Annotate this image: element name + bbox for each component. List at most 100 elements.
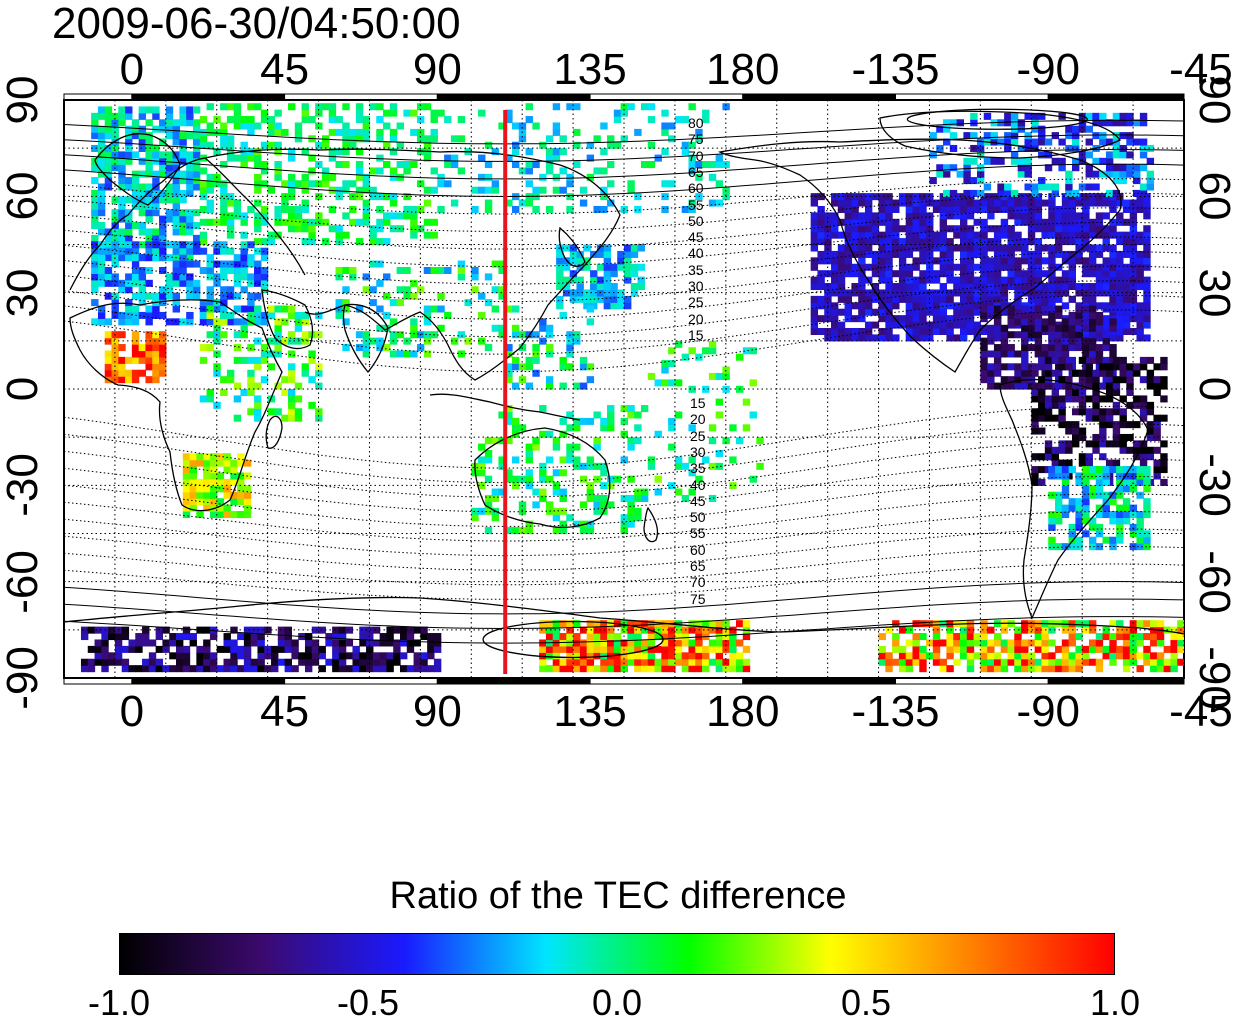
tec-cell	[91, 318, 99, 326]
tec-cell	[1102, 652, 1110, 660]
tec-cell	[1109, 250, 1117, 258]
tec-cell	[1095, 478, 1104, 486]
tec-cell	[1034, 295, 1043, 303]
tec-cell	[1105, 151, 1114, 159]
tec-cell	[223, 478, 231, 486]
tec-cell	[715, 462, 724, 470]
tec-cell	[912, 199, 920, 207]
tec-cell	[1136, 536, 1144, 544]
tec-cell	[237, 453, 245, 461]
tec-cell	[756, 437, 764, 445]
tec-cell	[620, 620, 628, 628]
tec-cell	[837, 218, 846, 226]
tec-cell	[613, 633, 622, 641]
tec-cell	[159, 189, 167, 197]
tec-cell	[196, 459, 204, 467]
tec-cell	[1075, 231, 1083, 239]
tec-cell	[898, 289, 907, 297]
tec-cell	[688, 626, 696, 634]
tec-cell	[1112, 376, 1121, 384]
tec-cell	[674, 462, 683, 470]
tec-cell	[1027, 238, 1036, 246]
tec-cell	[142, 658, 150, 666]
tec-cell	[111, 337, 119, 345]
tec-cell	[1133, 369, 1141, 377]
tec-cell	[206, 173, 214, 181]
tec-cell	[254, 161, 262, 169]
tec-cell	[172, 196, 180, 204]
tec-cell	[695, 665, 703, 673]
tec-cell	[376, 324, 384, 332]
tec-cell	[603, 289, 612, 297]
tec-cell	[260, 344, 269, 352]
tec-cell	[189, 639, 197, 647]
tec-cell	[905, 658, 914, 666]
tec-cell	[294, 205, 303, 213]
tec-cell	[131, 177, 140, 185]
tec-cell	[695, 620, 703, 628]
tec-cell	[1041, 633, 1049, 641]
tec-cell	[817, 276, 825, 284]
tec-cell	[342, 161, 350, 169]
tec-cell	[1075, 665, 1083, 673]
tec-cell	[654, 665, 662, 673]
tec-cell	[919, 276, 927, 284]
tec-cell	[573, 424, 581, 432]
tec-cell	[1014, 257, 1022, 265]
tec-cell	[1099, 453, 1107, 461]
tec-cell	[1061, 205, 1070, 213]
tec-cell	[1109, 543, 1117, 551]
tec-cell	[176, 645, 184, 653]
tec-cell	[118, 369, 126, 377]
tec-cell	[1092, 132, 1100, 140]
tec-cell	[111, 350, 119, 358]
tec-cell	[125, 209, 133, 217]
tec-cell	[400, 665, 408, 673]
tec-cell	[559, 633, 567, 641]
tec-cell	[596, 283, 605, 291]
tec-cell	[220, 212, 228, 220]
tec-cell	[858, 315, 866, 323]
tec-cell	[284, 633, 292, 641]
tec-cell	[199, 344, 208, 352]
tec-cell	[1010, 132, 1019, 140]
tec-cell	[976, 177, 985, 185]
tec-cell	[1116, 504, 1124, 512]
tec-cell	[1095, 212, 1104, 220]
tec-cell	[532, 488, 540, 496]
tec-cell	[1075, 244, 1083, 252]
tec-cell	[203, 639, 211, 647]
tec-cell	[715, 626, 724, 634]
tec-cell	[912, 639, 920, 647]
mlat-contour	[64, 251, 1184, 303]
tec-cell	[736, 658, 744, 666]
tec-cell	[871, 283, 880, 291]
tec-cell	[912, 308, 920, 316]
tec-cell	[1143, 225, 1151, 233]
tec-cell	[579, 363, 588, 371]
tec-cell	[1088, 658, 1097, 666]
tec-cell	[932, 295, 941, 303]
tec-cell	[742, 620, 751, 628]
tec-data-patches	[80, 103, 1184, 673]
tec-cell	[1136, 478, 1144, 486]
tec-cell	[932, 321, 941, 329]
tec-cell	[254, 225, 262, 233]
tec-cell	[946, 270, 954, 278]
tec-cell	[111, 157, 119, 165]
tec-cell	[247, 260, 255, 268]
tec-cell	[233, 254, 242, 262]
tec-cell	[1078, 395, 1087, 403]
tec-cell	[1088, 337, 1097, 345]
tec-cell	[919, 257, 927, 265]
lon-tick-label-bottom: 0	[119, 687, 145, 736]
tec-cell	[257, 665, 265, 673]
tec-cell	[328, 154, 337, 162]
tec-cell	[1068, 318, 1076, 326]
tec-cell	[926, 620, 934, 628]
tec-cell	[1041, 324, 1049, 332]
tec-cell	[1072, 427, 1080, 435]
tec-cell	[566, 645, 574, 653]
tec-cell	[1088, 283, 1097, 291]
tec-cell	[566, 350, 574, 358]
